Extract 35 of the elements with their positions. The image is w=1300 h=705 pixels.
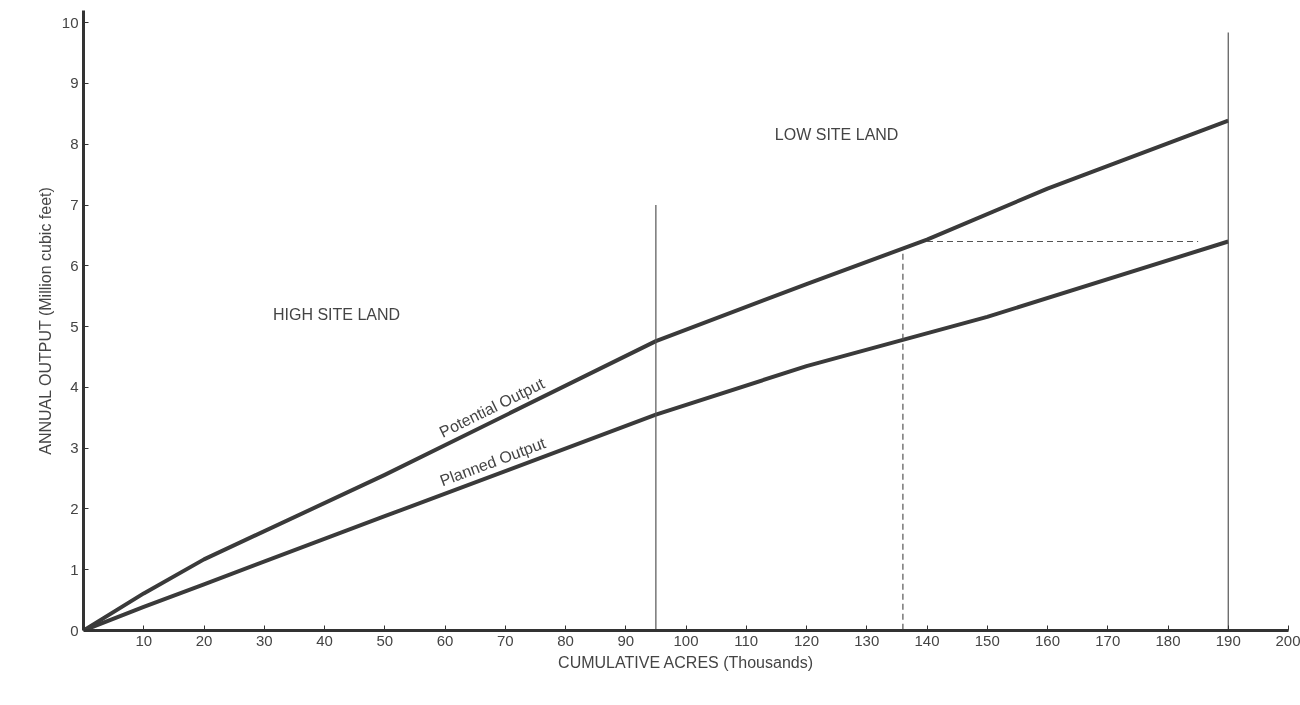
x-tick-label: 200 <box>1275 631 1300 649</box>
x-tick-label: 150 <box>974 631 1000 649</box>
y-tick-label: 0 <box>70 621 79 639</box>
x-tick-label: 50 <box>376 631 394 649</box>
x-axis-title: CUMULATIVE ACRES (Thousands) <box>558 653 813 671</box>
x-tick-label: 20 <box>195 631 213 649</box>
x-tick-label: 180 <box>1155 631 1181 649</box>
x-tick-label: 170 <box>1095 631 1121 649</box>
x-tick-label: 110 <box>734 631 759 649</box>
x-tick-label: 60 <box>436 631 454 649</box>
x-tick-label: 100 <box>673 631 699 649</box>
annotation: LOW SITE LAND <box>774 126 899 143</box>
x-tick-label: 160 <box>1034 631 1061 649</box>
x-tick-label: 190 <box>1215 631 1241 649</box>
x-tick-label: 80 <box>557 631 574 649</box>
x-tick-label: 40 <box>316 631 333 649</box>
y-tick-label: 2 <box>70 499 79 517</box>
annotation: HIGH SITE LAND <box>272 305 401 323</box>
x-tick-label: 70 <box>496 631 514 649</box>
y-tick-label: 7 <box>70 196 79 214</box>
y-tick-label: 8 <box>70 135 79 153</box>
y-tick-label: 9 <box>70 74 79 92</box>
x-tick-label: 140 <box>914 631 940 649</box>
y-tick-label: 10 <box>61 13 79 31</box>
y-tick-label: 4 <box>70 378 79 396</box>
x-tick-label: 30 <box>255 631 273 649</box>
x-tick-label: 90 <box>617 631 635 649</box>
y-tick-label: 5 <box>70 317 79 335</box>
y-tick-label: 6 <box>70 256 79 274</box>
x-tick-label: 120 <box>793 631 820 649</box>
x-tick-label: 10 <box>135 631 153 649</box>
y-tick-label: 1 <box>70 560 79 578</box>
y-tick-label: 3 <box>70 439 79 457</box>
x-tick-label: 130 <box>854 631 880 649</box>
y-axis-title: ANNUAL OUTPUT (Million cubic feet) <box>36 187 54 455</box>
